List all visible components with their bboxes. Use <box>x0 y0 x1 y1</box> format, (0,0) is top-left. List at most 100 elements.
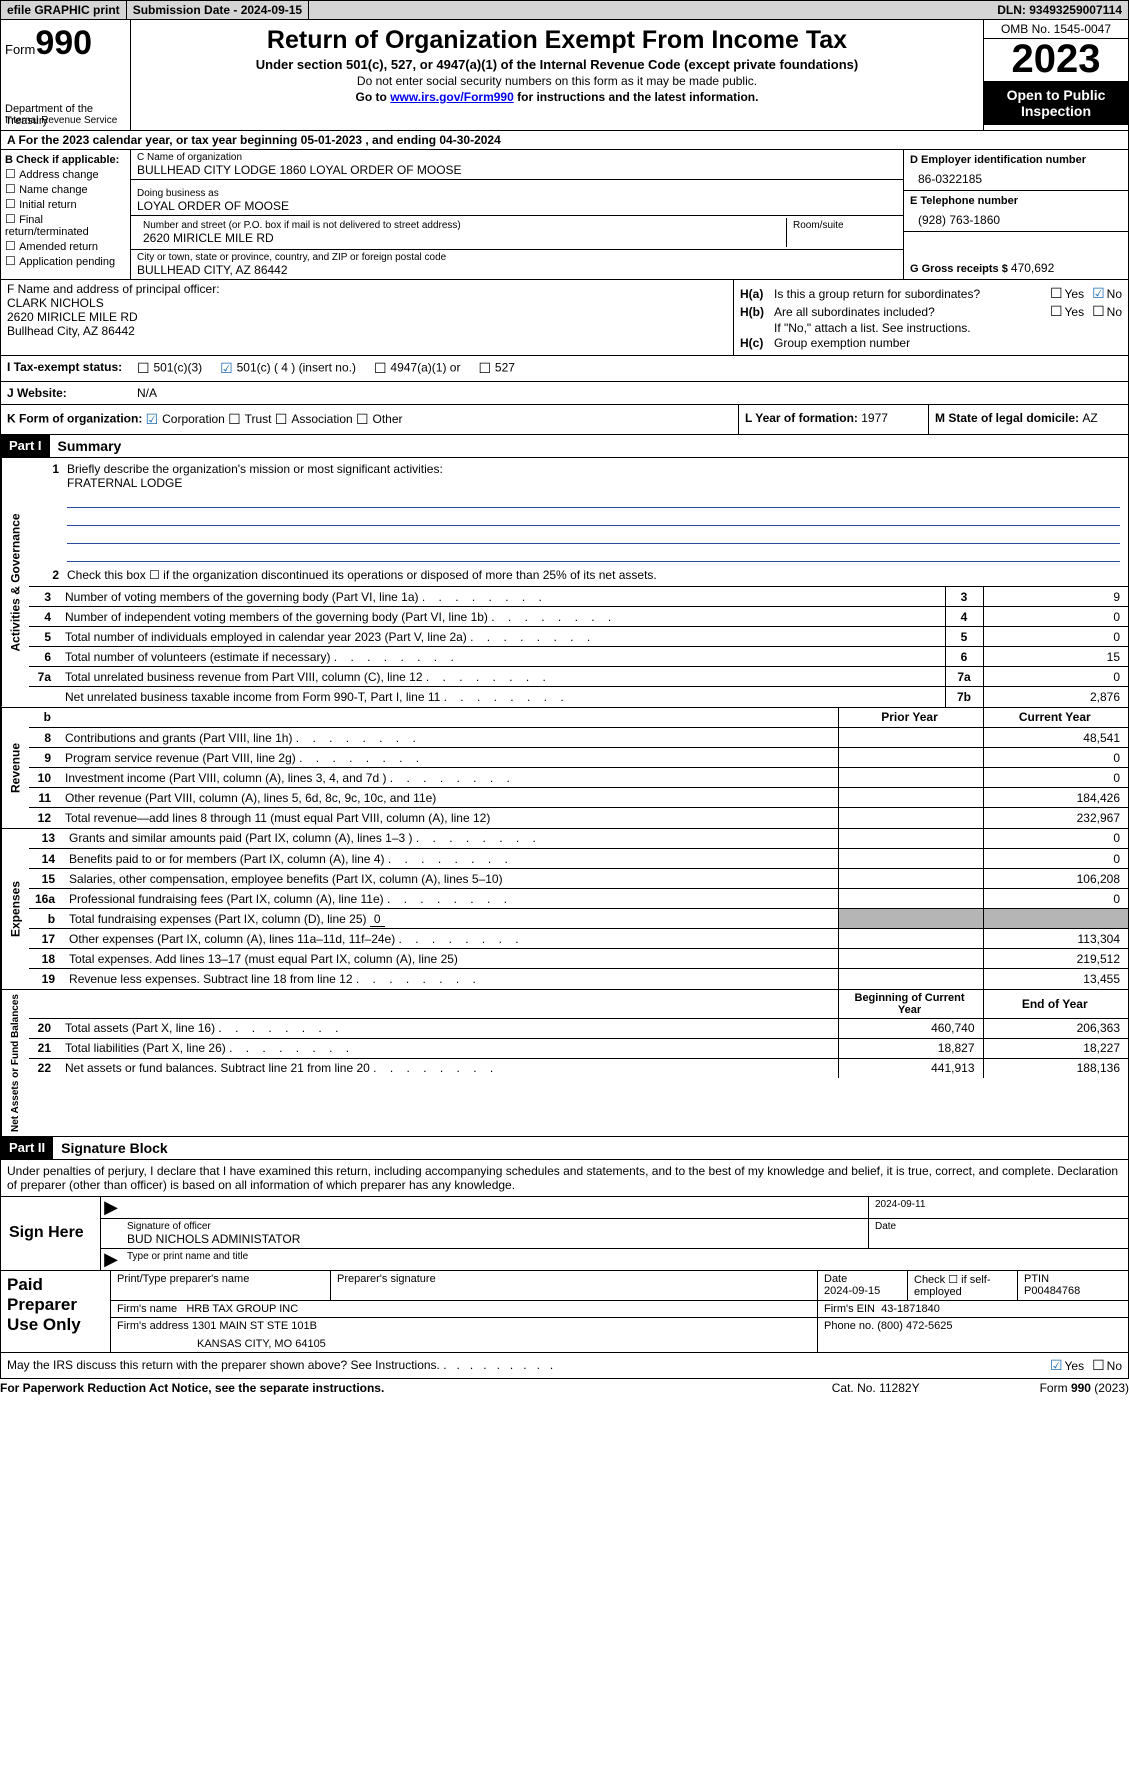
form-label: Form <box>5 42 35 57</box>
m-value: AZ <box>1082 411 1097 425</box>
vlabel-revenue: Revenue <box>1 708 29 828</box>
block-fh: F Name and address of principal officer:… <box>0 279 1129 356</box>
chk-501c3[interactable]: 501(c)(3) <box>137 360 202 377</box>
chk-4947[interactable]: 4947(a)(1) or <box>374 360 460 377</box>
firm-addr-cell: Firm's address 1301 MAIN ST STE 101B KAN… <box>111 1318 818 1352</box>
footer-cat: Cat. No. 11282Y <box>832 1381 920 1395</box>
k-form-org: K Form of organization: Corporation Trus… <box>1 405 738 434</box>
hdr-prior: Prior Year <box>838 708 983 728</box>
table-row: Net unrelated business taxable income fr… <box>29 687 1128 707</box>
col-b-checkboxes: B Check if applicable: Address change Na… <box>1 150 131 279</box>
hdr-end: End of Year <box>983 990 1128 1019</box>
discuss-yes[interactable]: Yes <box>1050 1357 1084 1374</box>
addr-label: Number and street (or P.O. box if mail i… <box>143 220 780 231</box>
row-curr: 48,541 <box>983 728 1128 748</box>
city-value: BULLHEAD CITY, AZ 86442 <box>137 263 897 277</box>
exp-table: 13Grants and similar amounts paid (Part … <box>29 829 1128 989</box>
chk-527[interactable]: 527 <box>478 360 514 377</box>
chk-association[interactable]: Association <box>275 412 353 426</box>
sig-label: Signature of officer <box>127 1221 862 1232</box>
row-num <box>29 687 59 707</box>
table-row: 10Investment income (Part VIII, column (… <box>29 768 1128 788</box>
chk-address-change[interactable]: Address change <box>5 167 126 181</box>
chk-trust[interactable]: Trust <box>228 412 271 426</box>
form-id-block: Form990 Department of the Treasury Inter… <box>1 20 131 130</box>
row-key: 5 <box>945 627 983 647</box>
gross-label: G Gross receipts $ <box>910 263 1011 275</box>
row-curr: 232,967 <box>983 808 1128 828</box>
net-table: Beginning of Current YearEnd of Year 20T… <box>29 990 1128 1079</box>
row-prior <box>838 788 983 808</box>
table-row: 17Other expenses (Part IX, column (A), l… <box>29 929 1128 949</box>
chk-final-return[interactable]: Final return/terminated <box>5 212 126 238</box>
discuss-no[interactable]: No <box>1092 1357 1122 1374</box>
row-curr: 184,426 <box>983 788 1128 808</box>
gov-table: 3Number of voting members of the governi… <box>29 586 1128 707</box>
table-row: 6Total number of volunteers (estimate if… <box>29 647 1128 667</box>
row-prior: 18,827 <box>838 1038 983 1058</box>
instructions-link[interactable]: www.irs.gov/Form990 <box>390 90 514 104</box>
row-curr: 113,304 <box>983 929 1128 949</box>
part1-title: Summary <box>50 435 130 457</box>
efile-print-button[interactable]: efile GRAPHIC print <box>1 1 127 19</box>
row-num: 17 <box>29 929 63 949</box>
chk-other[interactable]: Other <box>356 412 402 426</box>
row-prior <box>838 869 983 889</box>
l-value: 1977 <box>861 411 888 425</box>
row-curr: 0 <box>983 889 1128 909</box>
ein-value: 86-0322185 <box>910 166 1122 186</box>
col-d-ein-block: D Employer identification number 86-0322… <box>903 150 1128 279</box>
row-val: 2,876 <box>983 687 1128 707</box>
chk-corporation[interactable]: Corporation <box>146 412 225 426</box>
sig-intro: Under penalties of perjury, I declare th… <box>0 1160 1129 1197</box>
table-row: 9Program service revenue (Part VIII, lin… <box>29 748 1128 768</box>
row-curr: 13,455 <box>983 969 1128 989</box>
l2-post: if the organization discontinued its ope… <box>160 568 657 582</box>
table-row: 22Net assets or fund balances. Subtract … <box>29 1058 1128 1078</box>
b-val: 0 <box>370 912 385 927</box>
table-row: 5Total number of individuals employed in… <box>29 627 1128 647</box>
row-curr: 0 <box>983 849 1128 869</box>
dln: DLN: 93493259007114 <box>991 1 1128 19</box>
table-row: 11Other revenue (Part VIII, column (A), … <box>29 788 1128 808</box>
table-row: 20Total assets (Part X, line 16)460,7402… <box>29 1018 1128 1038</box>
l-label: L Year of formation: <box>745 411 861 425</box>
row-text: Total expenses. Add lines 13–17 (must eq… <box>63 949 838 969</box>
table-row: 21Total liabilities (Part X, line 26)18,… <box>29 1038 1128 1058</box>
row-text: Revenue less expenses. Subtract line 18 … <box>63 969 838 989</box>
hb-yes[interactable]: Yes <box>1050 303 1084 320</box>
chk-application-pending[interactable]: Application pending <box>5 254 126 268</box>
chk-501c[interactable]: 501(c) ( 4 ) (insert no.) <box>220 360 356 377</box>
sig-name: BUD NICHOLS ADMINISTATOR <box>127 1232 862 1246</box>
subtitle-3: Go to www.irs.gov/Form990 for instructio… <box>139 90 975 104</box>
row-text: Salaries, other compensation, employee b… <box>63 869 838 889</box>
firm-name-cell: Firm's name HRB TAX GROUP INC <box>111 1301 818 1317</box>
row-num: 14 <box>29 849 63 869</box>
row-key: 3 <box>945 587 983 607</box>
part2-title: Signature Block <box>53 1137 176 1159</box>
ha-yes[interactable]: Yes <box>1050 285 1084 302</box>
chk-initial-return[interactable]: Initial return <box>5 197 126 211</box>
chk-name-change[interactable]: Name change <box>5 182 126 196</box>
row-prior: 460,740 <box>838 1018 983 1038</box>
row-curr: 0 <box>983 829 1128 849</box>
row-curr: 106,208 <box>983 869 1128 889</box>
row-num: 9 <box>29 748 59 768</box>
subtitle-2: Do not enter social security numbers on … <box>139 74 975 88</box>
ha-no[interactable]: No <box>1092 285 1122 302</box>
l2-pre: Check this box <box>67 568 149 582</box>
officer-addr1: 2620 MIRICLE MILE RD <box>7 310 727 324</box>
row-key: 7b <box>945 687 983 707</box>
table-row: 16aProfessional fundraising fees (Part I… <box>29 889 1128 909</box>
row-text: Program service revenue (Part VIII, line… <box>59 748 838 768</box>
ein-label: Firm's EIN <box>824 1303 875 1315</box>
hb-no[interactable]: No <box>1092 303 1122 320</box>
table-row: 13Grants and similar amounts paid (Part … <box>29 829 1128 849</box>
row-curr: 0 <box>983 768 1128 788</box>
row-num: 13 <box>29 829 63 849</box>
chk-amended-return[interactable]: Amended return <box>5 239 126 253</box>
uline <box>67 492 1120 508</box>
ha-tag: H(a) <box>740 287 774 301</box>
tel-value: (928) 763-1860 <box>910 207 1122 227</box>
subtitle-1: Under section 501(c), 527, or 4947(a)(1)… <box>139 57 975 72</box>
